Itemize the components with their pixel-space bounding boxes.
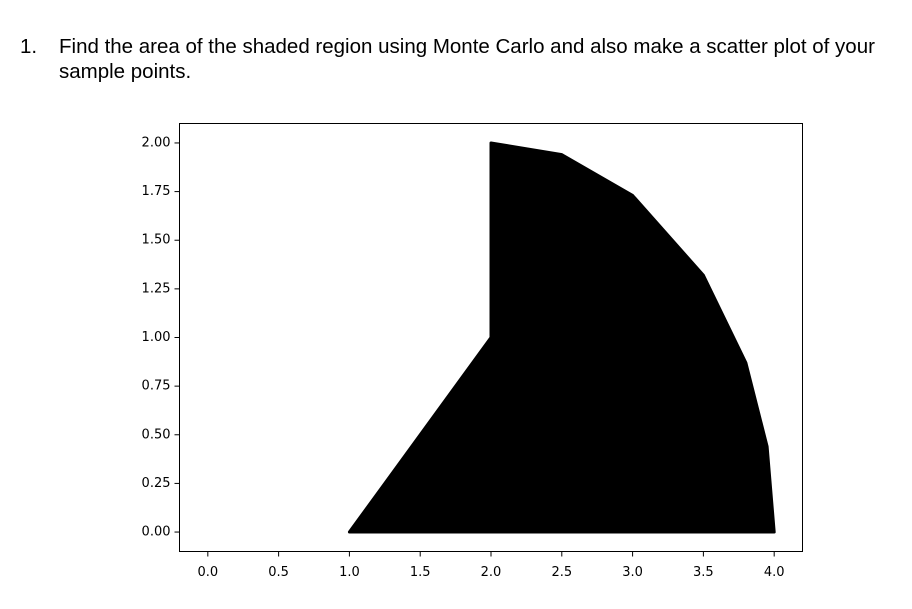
y-tick-label: 0.75 — [142, 379, 171, 394]
y-tick-label: 1.75 — [142, 184, 171, 199]
y-tick-label: 2.00 — [142, 135, 171, 150]
y-tick-label: 0.25 — [142, 476, 171, 491]
x-tick-label: 0.0 — [197, 565, 218, 580]
y-tick-label: 0.50 — [142, 427, 171, 442]
y-tick-label: 1.50 — [142, 233, 171, 248]
y-tick-label: 0.00 — [142, 525, 171, 540]
x-tick-label: 1.5 — [410, 565, 431, 580]
x-tick-label: 2.5 — [551, 565, 572, 580]
x-tick-label: 1.0 — [339, 565, 360, 580]
shaded-region — [347, 141, 776, 534]
question-text: Find the area of the shaded region using… — [59, 35, 875, 83]
x-tick-label: 4.0 — [764, 565, 785, 580]
question-number: 1. — [20, 35, 38, 58]
x-tick-label: 3.0 — [622, 565, 643, 580]
y-tick-label: 1.00 — [142, 330, 171, 345]
x-tick-label: 3.5 — [693, 565, 714, 580]
x-tick-label: 0.5 — [268, 565, 289, 580]
x-tick-label: 2.0 — [481, 565, 502, 580]
y-tick-label: 1.25 — [142, 281, 171, 296]
